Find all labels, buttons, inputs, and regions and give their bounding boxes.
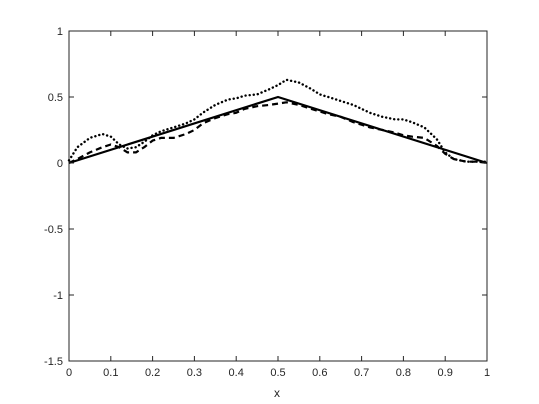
x-tick-label: 1 (484, 367, 490, 379)
x-tick-label: 0.8 (396, 367, 411, 379)
plot-frame (68, 30, 488, 362)
y-tick-label: 0 (57, 158, 63, 170)
x-tick-label: 0.7 (354, 367, 369, 379)
y-tick-label: -1.5 (44, 356, 63, 368)
x-tick-label: 0 (66, 367, 72, 379)
x-tick-label: 0.9 (438, 367, 453, 379)
y-tick-label: -1 (53, 290, 63, 302)
y-tick-label: 1 (57, 26, 63, 38)
x-tick-label: 0.3 (187, 367, 202, 379)
x-tick-label: 0.1 (103, 367, 118, 379)
y-tick-label: 0.5 (48, 92, 63, 104)
x-tick-label: 0.6 (312, 367, 327, 379)
series-solid-line (68, 95, 488, 165)
x-tick-label: 0.4 (229, 367, 244, 379)
tick-group: 0 0.1 0.2 0.3 0.4 0.5 0.6 0.7 0.8 0.9 1 -1.5 -1 -0.5 0… (44, 26, 490, 379)
x-tick-label: 0.2 (145, 367, 160, 379)
x-tick-label: 0.5 (270, 367, 285, 379)
plot-area (68, 30, 488, 362)
series-group (67, 78, 489, 165)
y-tick-label: -0.5 (44, 224, 63, 236)
x-axis-label: x (274, 386, 280, 400)
series-dashed-line (68, 101, 488, 165)
series-dotted-line (67, 78, 489, 163)
